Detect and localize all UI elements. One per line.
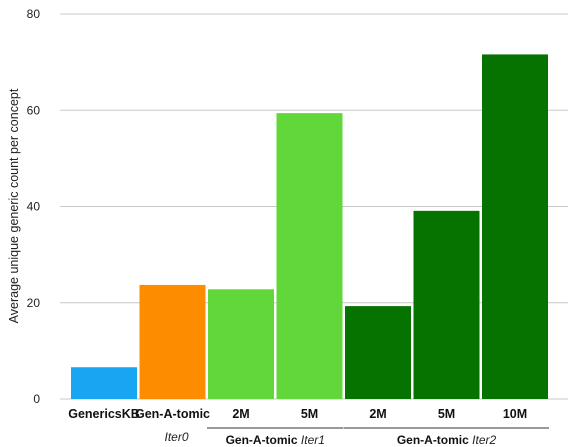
- bar: [71, 367, 137, 399]
- bar: [413, 210, 480, 399]
- bar: [276, 113, 343, 399]
- y-tick-label: 60: [27, 103, 41, 117]
- group-label: Gen-A-tomic Iter1: [226, 433, 325, 447]
- bars: [71, 54, 548, 400]
- group-label-name: Gen-A-tomic: [397, 433, 472, 447]
- x-tick-label: 5M: [438, 407, 455, 421]
- x-tick-label: 5M: [301, 407, 318, 421]
- bar: [139, 284, 206, 399]
- y-tick-label: 20: [27, 296, 41, 310]
- group-label-name: Gen-A-tomic: [226, 433, 301, 447]
- x-tick-label: 2M: [232, 407, 249, 421]
- y-tick-label: 40: [27, 200, 41, 214]
- group-label: Gen-A-tomic Iter2: [397, 433, 497, 447]
- group-label-iter: Iter2: [472, 433, 496, 447]
- x-tick-label: Gen-A-tomic: [135, 407, 210, 421]
- group-label-iter: Iter1: [301, 433, 325, 447]
- y-axis-title: Average unique generic count per concept: [7, 88, 21, 323]
- bar: [208, 289, 274, 399]
- x-tick-label: GenericsKB: [68, 407, 140, 421]
- iteration-label: Iter0: [164, 430, 188, 444]
- group-labels: Iter0 Gen-A-tomic Iter1 Gen-A-tomic Iter2: [164, 427, 549, 447]
- bar: [482, 54, 548, 400]
- y-tick-label: 80: [27, 7, 41, 21]
- y-tick-label: 0: [33, 392, 40, 406]
- x-tick-label: 10M: [503, 407, 527, 421]
- bar: [345, 306, 411, 399]
- x-tick-label: 2M: [369, 407, 386, 421]
- y-axis-ticks: 0 20 40 60 80: [27, 7, 41, 406]
